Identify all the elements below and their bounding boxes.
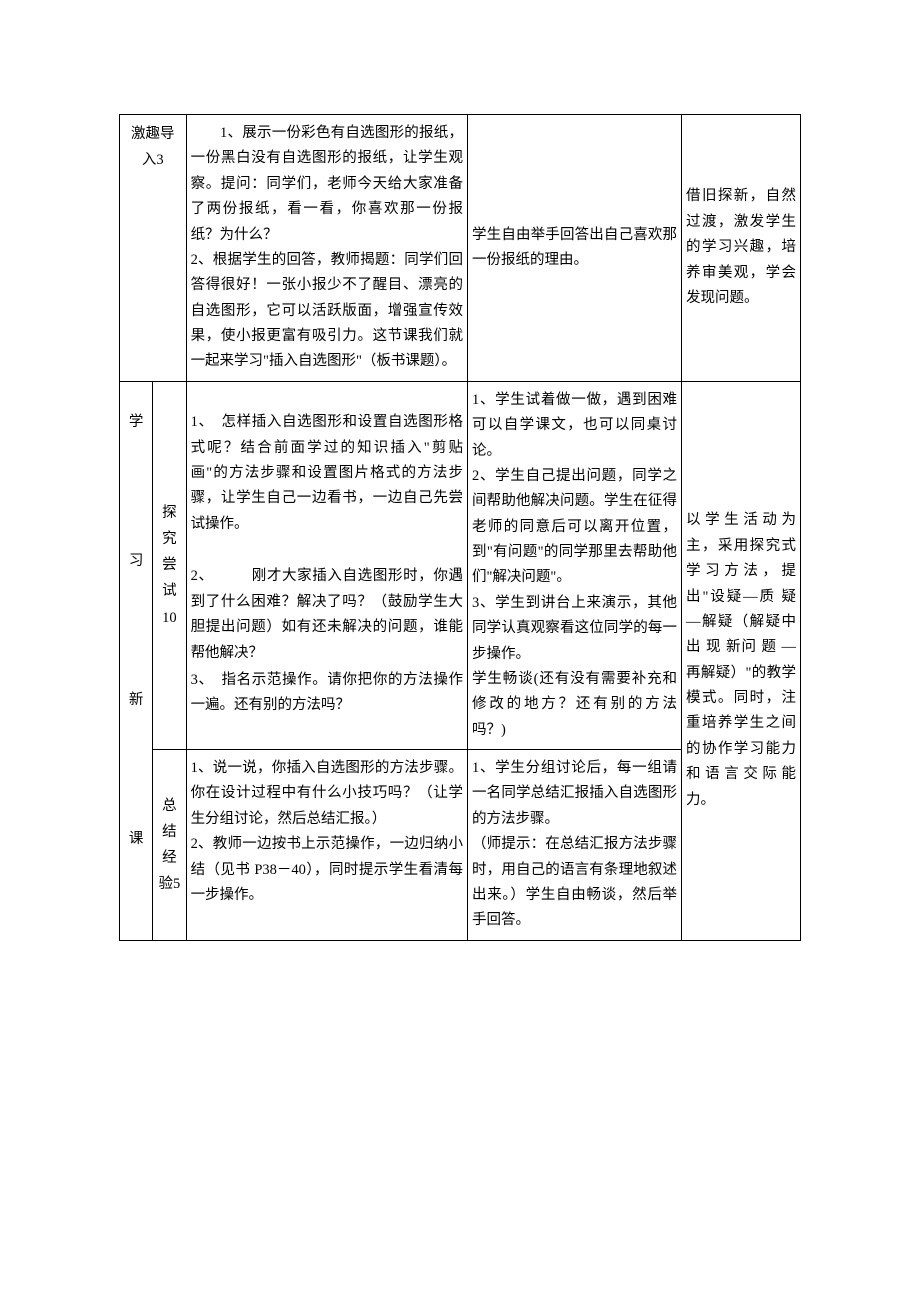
intro-student: 学生自由举手回答出自己喜欢那一份报纸的理由。 [472,223,677,274]
lesson-plan-table: 激趣导入3 1、展示一份彩色有自选图形的报纸，一份黑白没有自选图形的报纸，让学生… [119,114,801,941]
summary-step: 总结经验5 [157,793,181,897]
summary-teacher-cell: 1、说一说，你插入自选图形的方法步骤。你在设计过程中有什么小技巧吗？（让学生分组… [186,750,467,941]
explore-teacher-p2: 2、 刚才大家插入自选图形时，你遇到了什么困难？解决了吗？（鼓励学生大胆提出问题… [191,564,463,666]
learn-phase-cell: 学习新课 [120,381,153,940]
explore-row: 学习新课 探究尝试10 1、 怎样插入自选图形和设置自选图形格式呢？结合前面学过… [120,381,801,749]
explore-student: 1、学生试着做一做，遇到困难可以自学课文，也可以同桌讨论。2、学生自己提出问题，… [472,388,677,743]
explore-student-cell: 1、学生试着做一做，遇到困难可以自学课文，也可以同桌讨论。2、学生自己提出问题，… [468,381,682,749]
explore-step-cell: 探究尝试10 [153,381,186,749]
explore-teacher-p3: 3、 指名示范操作。请你把你的方法操作一遍。还有别的方法吗？ [191,668,463,719]
summary-student: 1、学生分组讨论后，每一组请一名同学总结汇报插入自选图形的方法步骤。（师提示：在… [472,756,677,934]
intro-intent-cell: 借旧探新，自然过渡，激发学生的学习兴趣，培养审美观，学会发现问题。 [682,115,801,382]
explore-teacher-p1: 1、 怎样插入自选图形和设置自选图形格式呢？结合前面学过的知识插入"剪贴画"的方… [191,410,463,537]
intro-phase: 激趣导入3 [124,121,182,173]
learn-intent-cell: 以学生活动为主，采用探究式学习方法，提出"设疑—质 疑 —解疑（解疑中 出 现 … [682,381,801,940]
intro-teacher-cell: 1、展示一份彩色有自选图形的报纸，一份黑白没有自选图形的报纸，让学生观察。提问：… [186,115,467,382]
explore-step: 探究尝试10 [157,500,181,630]
intro-student-cell: 学生自由举手回答出自己喜欢那一份报纸的理由。 [468,115,682,382]
summary-student-cell: 1、学生分组讨论后，每一组请一名同学总结汇报插入自选图形的方法步骤。（师提示：在… [468,750,682,941]
explore-teacher-cell: 1、 怎样插入自选图形和设置自选图形格式呢？结合前面学过的知识插入"剪贴画"的方… [186,381,467,749]
summary-teacher: 1、说一说，你插入自选图形的方法步骤。你在设计过程中有什么小技巧吗？（让学生分组… [191,756,463,908]
intro-teacher: 1、展示一份彩色有自选图形的报纸，一份黑白没有自选图形的报纸，让学生观察。提问：… [191,121,463,375]
intro-row: 激趣导入3 1、展示一份彩色有自选图形的报纸，一份黑白没有自选图形的报纸，让学生… [120,115,801,382]
summary-step-cell: 总结经验5 [153,750,186,941]
learn-intent: 以学生活动为主，采用探究式学习方法，提出"设疑—质 疑 —解疑（解疑中 出 现 … [686,508,796,813]
intro-phase-cell: 激趣导入3 [120,115,187,382]
learn-phase: 学习新课 [124,388,148,875]
intro-intent: 借旧探新，自然过渡，激发学生的学习兴趣，培养审美观，学会发现问题。 [686,184,796,311]
